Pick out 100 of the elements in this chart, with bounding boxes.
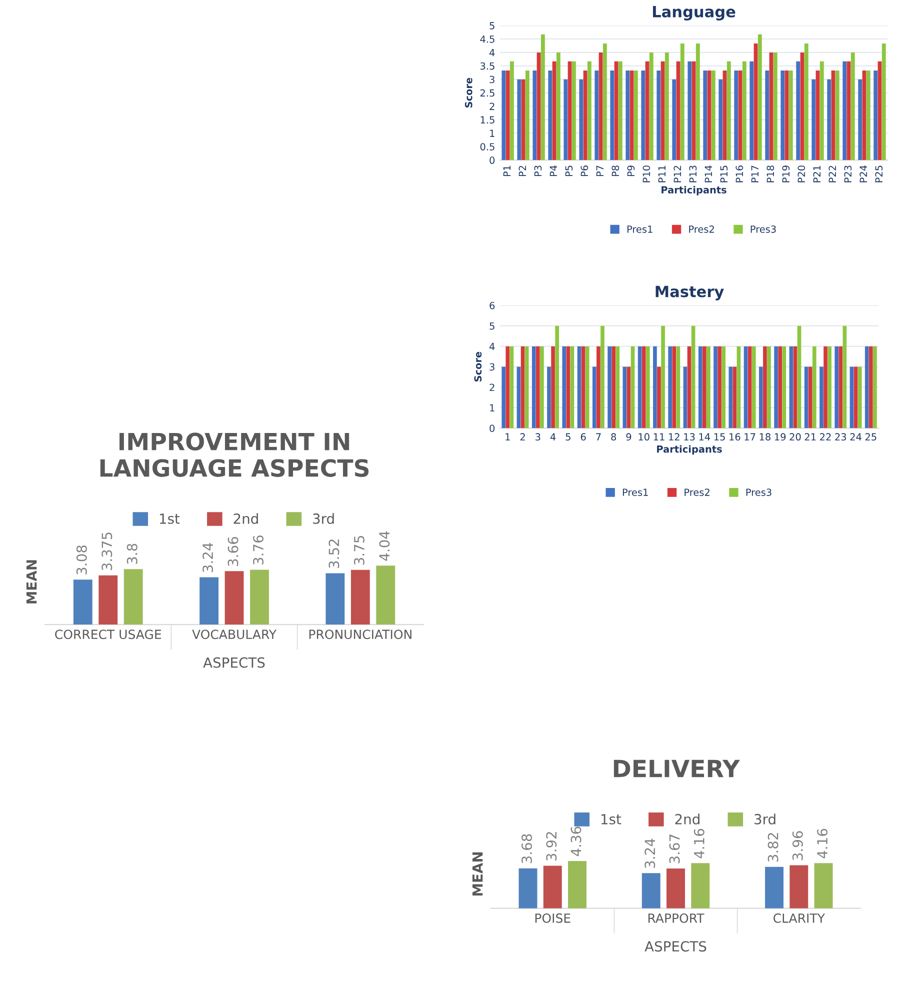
bar [502,70,506,160]
bar [728,366,733,428]
bar [543,866,562,908]
y-tick-label: 1.5 [480,116,494,124]
bar [736,346,741,428]
y-tick-label: 2 [490,102,494,110]
y-tick-label: 2.5 [480,89,494,97]
bar [646,346,650,428]
y-tick-label: 5 [490,22,494,30]
x-tick-label: P2 [518,166,526,176]
x-tick-label: P13 [689,166,697,182]
x-tick-label: 11 [654,433,664,440]
bar [608,346,612,428]
x-tick-label: 24 [850,433,862,440]
x-axis-title: ASPECTS [644,941,706,952]
bar [691,326,696,428]
x-tick-label: P19 [782,166,790,182]
x-tick-label: CLARITY [774,913,825,923]
x-tick-label: 14 [699,433,710,440]
bar [850,366,854,428]
chart-title: Mastery [656,286,724,300]
x-tick-label: P20 [798,166,806,182]
bar [676,346,680,428]
bar [835,70,840,160]
x-tick-label: 12 [669,433,680,440]
bar [585,346,590,428]
bar [702,346,706,428]
y-tick-label: 4 [489,342,495,350]
x-tick-label: 6 [580,433,586,441]
bar [812,79,816,160]
x-tick-label: POISE [535,913,570,923]
bar [758,366,763,428]
legend-label: Pres1 [627,226,652,233]
bar [714,346,718,428]
x-tick-label: P9 [627,166,635,176]
chart-title: IMPROVEMENT IN LANGUAGE ASPECTS [100,432,369,477]
bar [224,571,244,625]
x-tick-label: 21 [804,433,816,440]
bar [577,346,582,428]
x-tick-label: 16 [730,433,740,441]
y-tick-label: 3 [490,363,494,371]
y-axis-title: MEAN [26,560,37,604]
data-label: 4.16 [694,828,704,858]
bar [516,366,521,428]
bar [711,70,716,160]
bar [524,346,529,428]
bar [874,70,878,160]
bar [687,346,692,428]
data-label: 3.8 [126,544,138,564]
y-axis-title: Score [464,78,472,108]
bar [750,61,754,160]
bar [782,346,786,428]
x-tick-label: 9 [626,433,632,441]
bar [680,44,684,160]
bar [734,70,738,160]
bar [752,346,756,428]
x-tick-label: P17 [751,166,758,182]
bar [718,79,723,160]
bar [763,346,767,428]
bar [510,61,514,160]
bar [698,346,702,428]
bar [668,346,672,428]
bar [850,52,855,160]
x-tick-label: 10 [638,433,650,441]
bar [583,70,588,160]
bar [864,346,869,428]
bar [808,366,812,428]
y-tick-label: 0 [490,156,495,164]
x-tick-label: P3 [534,166,542,176]
bar [532,346,536,428]
bar [824,346,828,428]
legend-label: Pres3 [746,488,772,496]
bar [250,570,269,625]
bar [797,326,802,428]
data-label: 4.36 [570,826,582,856]
x-tick-label: 4 [550,433,556,440]
x-tick-label: P22 [828,166,836,182]
bar [587,61,592,160]
y-tick-label: 2 [490,384,494,391]
bar [664,52,669,160]
bar [630,346,635,428]
bar [873,346,877,428]
bar [566,346,570,428]
bar [555,326,559,428]
y-axis-title: MEAN [472,852,483,896]
y-tick-label: 6 [490,302,495,310]
x-tick-label: 25 [865,433,876,441]
bar [804,366,808,428]
data-label: 3.67 [669,834,680,864]
bar [602,44,607,160]
bar [691,863,710,908]
bar [502,366,506,428]
bar [536,346,540,428]
bar [656,70,661,160]
x-tick-label: CORRECT USAGE [55,630,162,640]
bar [556,52,560,160]
x-tick-label: 19 [774,433,786,441]
y-tick-label: 3 [490,76,494,84]
bar [517,79,522,160]
bar [570,346,574,428]
